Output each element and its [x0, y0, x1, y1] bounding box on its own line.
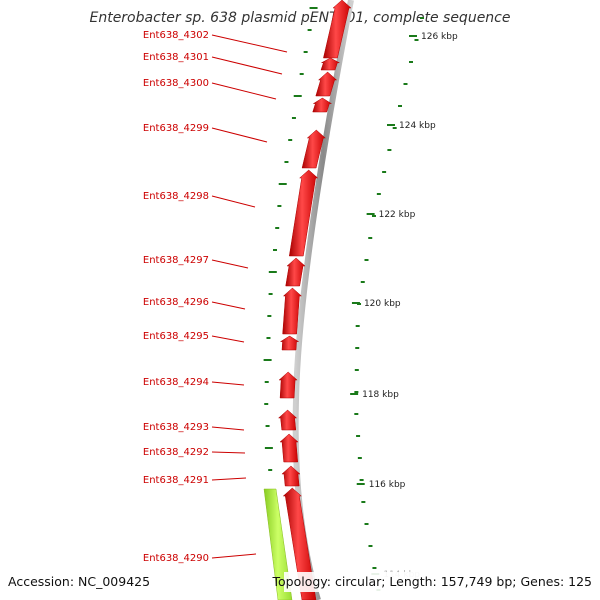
gene-arrow[interactable] [282, 287, 303, 335]
gene-arrow[interactable] [279, 335, 300, 351]
scale-label: 120 kbp [364, 299, 401, 309]
scale-label: 124 kbp [399, 121, 436, 131]
scale-label: 116 kbp [369, 480, 406, 490]
gene-labels: Ent638_4302 Ent638_4301 Ent638_4300 Ent638_… [143, 30, 288, 564]
gene-arrow[interactable] [288, 169, 319, 257]
scale-labels: 126 kbp 124 kbp 122 kbp 120 kbp 118 kbp 116 k… [362, 32, 458, 580]
gene-leader-line [211, 127, 268, 143]
gene-leader-line [211, 477, 247, 481]
scale-label: 118 kbp [362, 390, 399, 400]
gene-leader-line [211, 451, 246, 454]
scale-label: 126 kbp [421, 32, 458, 42]
gene-leader-line [211, 553, 257, 559]
gene-label[interactable]: Ent638_4301 [143, 52, 209, 63]
gene-leader-line [211, 301, 246, 310]
gene-leader-line [211, 195, 256, 208]
accession-text: Accession: NC_009425 [8, 574, 150, 589]
outer-ruler-ticks [350, 17, 424, 591]
gene-label[interactable]: Ent638_4297 [143, 255, 209, 266]
gene-arrow[interactable] [285, 257, 306, 287]
map-title: Enterobacter sp. 638 plasmid pENTE01, co… [89, 10, 510, 26]
gene-label[interactable]: Ent638_4298 [143, 191, 209, 202]
gene-label[interactable]: Ent638_4302 [143, 30, 209, 41]
gene-leader-line [211, 259, 249, 269]
gene-label[interactable]: Ent638_4292 [143, 447, 209, 458]
gene-label[interactable]: Ent638_4291 [143, 475, 209, 486]
scale-label: 122 kbp [379, 210, 416, 220]
gene-arrow[interactable] [315, 71, 338, 97]
gene-leader-line [211, 335, 245, 343]
gene-arrow[interactable] [312, 97, 333, 113]
gene-label[interactable]: Ent638_4299 [143, 123, 209, 134]
topology-summary: Topology: circular; Length: 157,749 bp; … [272, 574, 593, 589]
footer-bg-right [284, 572, 600, 592]
gene-label[interactable]: Ent638_4293 [143, 422, 209, 433]
gene-track [263, 0, 352, 600]
gene-arrow[interactable] [281, 465, 301, 487]
gene-leader-line [211, 381, 245, 386]
gene-label[interactable]: Ent638_4295 [143, 331, 209, 342]
gene-leader-line [211, 426, 245, 431]
gene-arrow[interactable] [278, 371, 298, 399]
gene-arrow[interactable] [277, 409, 298, 431]
gene-label[interactable]: Ent638_4294 [143, 377, 209, 388]
gene-leader-line [211, 34, 288, 53]
gene-arrow[interactable] [279, 433, 299, 463]
gene-arrow[interactable] [301, 129, 326, 169]
gene-label[interactable]: Ent638_4300 [143, 78, 209, 89]
gene-leader-line [211, 56, 283, 75]
gene-label[interactable]: Ent638_4290 [143, 553, 209, 564]
gene-arrow[interactable] [320, 57, 340, 71]
gene-leader-line [211, 82, 277, 100]
gene-label[interactable]: Ent638_4296 [143, 297, 209, 308]
